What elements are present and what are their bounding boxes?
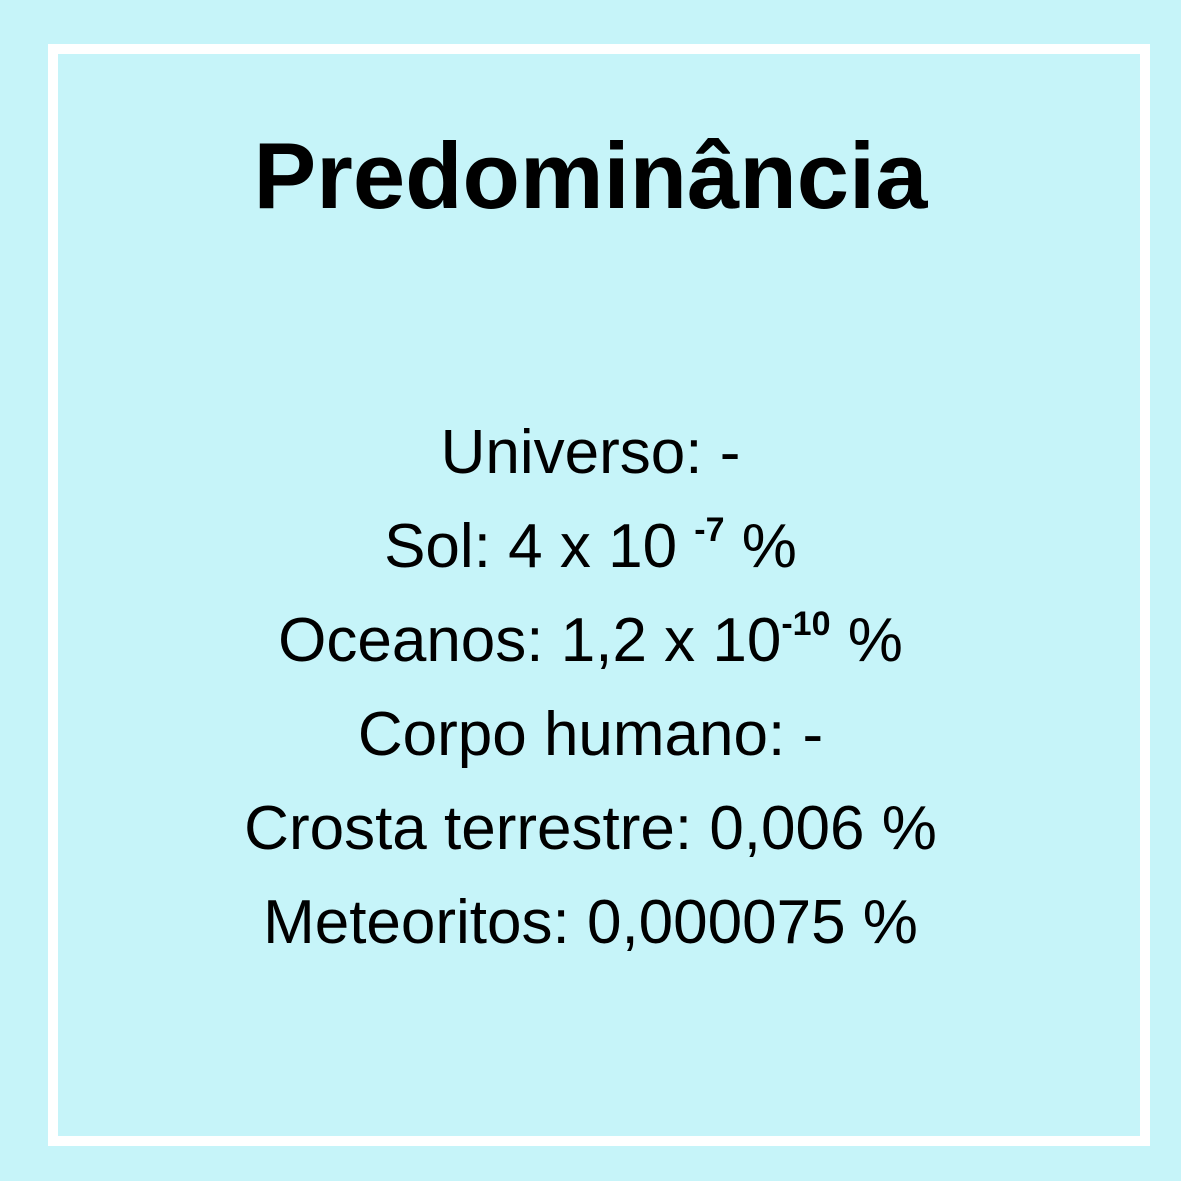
item-value: - [802,700,824,769]
item-label: Universo: [440,418,703,487]
abundance-list: Universo: - Sol: 4 x 10 -7 % Oceanos: 1,… [0,406,1181,970]
item-exponent: -7 [694,511,725,549]
page-title: Predominância [253,123,928,228]
white-border-frame [48,44,1150,1146]
item-label: Oceanos: [278,606,544,675]
item-value: 0,006 % [709,794,937,863]
list-item-meteoritos: Meteoritos: 0,000075 % [0,876,1181,970]
list-item-sol: Sol: 4 x 10 -7 % [0,500,1181,594]
item-exponent: -10 [781,605,831,643]
list-item-universo: Universo: - [0,406,1181,500]
list-item-corpo-humano: Corpo humano: - [0,688,1181,782]
item-unit: % [741,512,797,581]
item-label: Crosta terrestre: [244,794,693,863]
item-label: Meteoritos: [263,888,570,957]
item-value: 0,000075 % [586,888,918,957]
item-value: 1,2 x 10 [560,606,782,675]
item-value: - [719,418,741,487]
list-item-oceanos: Oceanos: 1,2 x 10-10 % [0,594,1181,688]
item-label: Corpo humano: [357,700,786,769]
item-unit: % [847,606,903,675]
item-label: Sol: [384,512,491,581]
list-item-crosta-terrestre: Crosta terrestre: 0,006 % [0,782,1181,876]
item-value: 4 x 10 [508,512,678,581]
